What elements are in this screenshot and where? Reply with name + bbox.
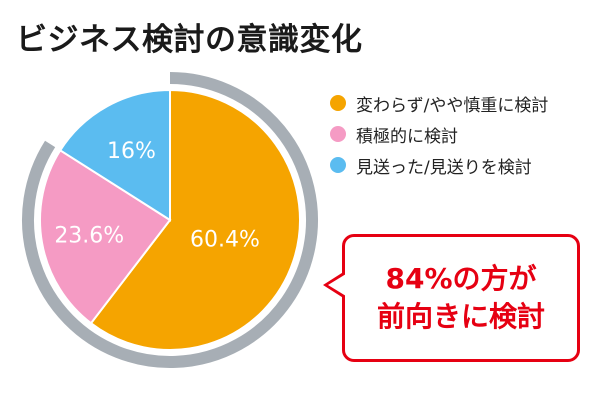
- legend-swatch-pink: [330, 126, 346, 142]
- legend-label: 見送った/見送りを検討: [356, 157, 532, 178]
- legend-item-2: 積極的に検討: [330, 123, 548, 147]
- legend-swatch-orange: [330, 95, 346, 111]
- slice-value-label: 23.6%: [54, 223, 124, 248]
- chart-title: ビジネス検討の意識変化: [16, 22, 363, 58]
- callout-line-1: 84%の方が: [385, 262, 537, 296]
- legend: 変わらず/やや慎重に検討 積極的に検討 見送った/見送りを検討: [330, 92, 548, 185]
- slice-value-label: 60.4%: [190, 228, 260, 253]
- legend-item-1: 変わらず/やや慎重に検討: [330, 92, 549, 116]
- slice-blue: [58, 88, 171, 222]
- legend-item-3: 見送った/見送りを検討: [330, 154, 548, 178]
- legend-swatch-blue: [330, 157, 346, 173]
- slice-pink: [39, 148, 172, 325]
- slice-value-label: 16%: [107, 139, 156, 164]
- slice-orange: [89, 88, 301, 351]
- legend-label: 変わらず/やや慎重に検討: [356, 95, 549, 116]
- legend-label: 積極的に検討: [356, 126, 458, 147]
- callout-box: 84%の方が 前向きに検討: [323, 234, 580, 362]
- callout-line-2: 前向きに検討: [376, 300, 545, 333]
- highlight-ring: [22, 72, 318, 368]
